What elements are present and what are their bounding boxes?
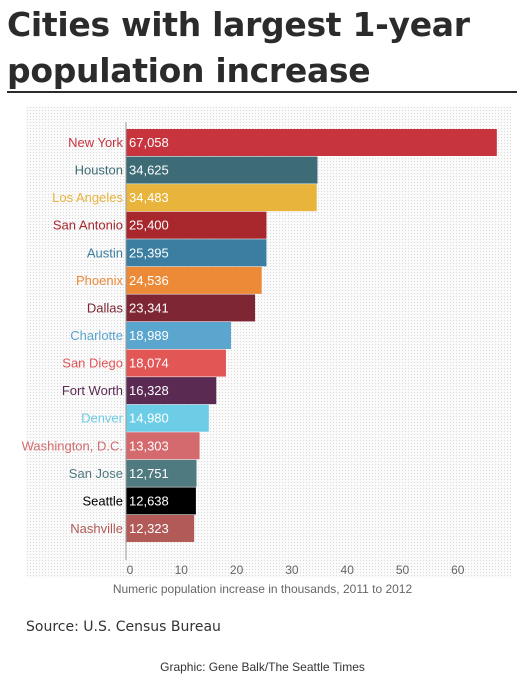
value-label-nashville: 12,323 (129, 521, 169, 536)
source-note: Source: U.S. Census Bureau (26, 619, 221, 635)
bar-chart: New York 67,058 Houston 34,625 Los Angeles 34… (22, 122, 497, 577)
value-label-los-angeles: 34,483 (129, 190, 169, 205)
value-label-fort-worth: 16,328 (129, 383, 169, 398)
value-label-seattle: 12,638 (129, 493, 169, 508)
bar-houston (126, 156, 318, 184)
bar-washington-d-c (126, 432, 200, 460)
value-label-phoenix: 24,536 (129, 273, 169, 288)
category-label-san-jose: San Jose (69, 466, 123, 481)
bar-denver (126, 404, 209, 432)
x-tick-label-30: 30 (285, 563, 299, 577)
value-label-charlotte: 18,989 (129, 328, 169, 343)
title-rule (7, 91, 517, 93)
value-label-san-jose: 12,751 (129, 466, 169, 481)
value-label-washington-d-c: 13,303 (129, 438, 169, 453)
category-label-phoenix: Phoenix (76, 273, 123, 288)
x-tick-label-50: 50 (396, 563, 410, 577)
bar-san-jose (126, 459, 197, 487)
category-label-dallas: Dallas (87, 300, 124, 315)
category-label-nashville: Nashville (70, 521, 123, 536)
x-tick-label-60: 60 (451, 563, 465, 577)
x-tick-label-40: 40 (341, 563, 355, 577)
bar-fort-worth (126, 377, 217, 405)
graphic-credit: Graphic: Gene Balk/The Seattle Times (160, 660, 365, 674)
value-label-dallas: 23,341 (129, 300, 169, 315)
x-axis-label: Numeric population increase in thousands… (112, 582, 413, 596)
value-label-houston: 34,625 (129, 163, 169, 178)
category-label-washington-d-c: Washington, D.C. (22, 438, 123, 453)
plot-area (26, 106, 511, 578)
category-label-houston: Houston (75, 163, 123, 178)
bar-los-angeles (126, 184, 317, 212)
category-label-denver: Denver (81, 411, 124, 426)
bar-new-york (126, 129, 497, 156)
category-label-san-antonio: San Antonio (53, 218, 123, 233)
category-label-new-york: New York (68, 135, 123, 150)
bar-nashville (126, 514, 195, 542)
category-label-seattle: Seattle (83, 493, 123, 508)
value-label-san-antonio: 25,400 (129, 218, 169, 233)
chart-title: Cities with largest 1-year population in… (7, 5, 470, 90)
bar-san-antonio (126, 211, 267, 239)
value-label-san-diego: 18,074 (129, 356, 169, 371)
category-label-los-angeles: Los Angeles (52, 190, 123, 205)
value-label-austin: 25,395 (129, 245, 169, 260)
category-label-san-diego: San Diego (62, 356, 123, 371)
x-tick-label-20: 20 (230, 563, 244, 577)
category-label-fort-worth: Fort Worth (62, 383, 123, 398)
category-label-austin: Austin (87, 245, 123, 260)
x-tick-label-10: 10 (175, 563, 189, 577)
x-tick-label-0: 0 (127, 563, 134, 577)
bar-charlotte (126, 321, 232, 349)
bar-san-diego (126, 349, 226, 377)
bar-seattle (126, 487, 196, 515)
category-label-charlotte: Charlotte (70, 328, 123, 343)
bar-austin (126, 239, 267, 267)
value-label-denver: 14,980 (129, 411, 169, 426)
bar-dallas (126, 294, 256, 322)
value-label-new-york: 67,058 (129, 135, 169, 150)
bar-phoenix (126, 266, 262, 294)
